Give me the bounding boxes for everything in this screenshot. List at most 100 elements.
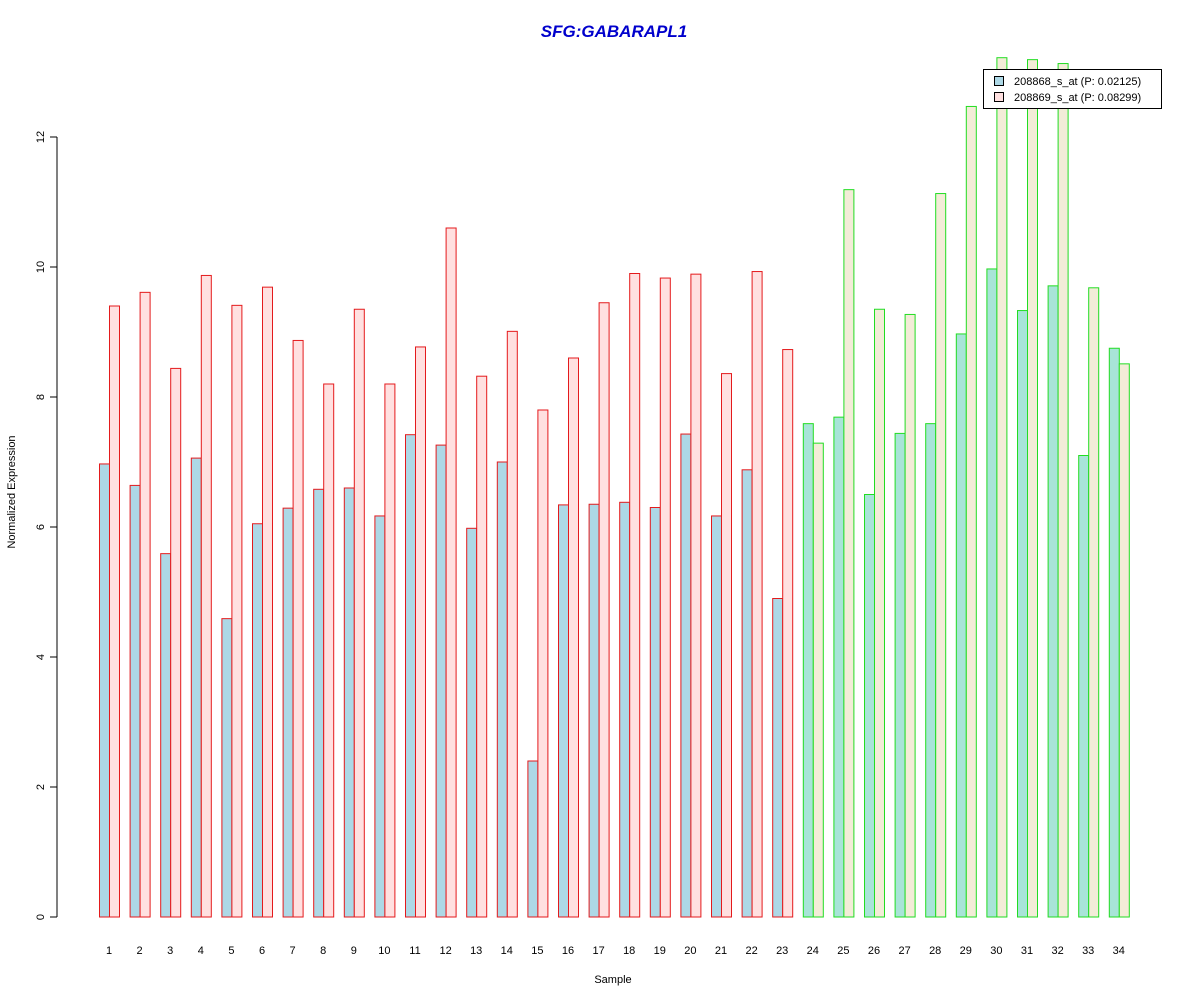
bar-series2-sample-1	[109, 305, 120, 918]
legend-swatch-2	[994, 92, 1004, 102]
bar-series1-sample-4	[190, 457, 202, 918]
x-axis-tick-labels: 1 2 3 4 5 6 7 8 9 10 11 12 13 14 15 16 17 18 19 20 21 22 23 24 2…	[106, 945, 1125, 957]
x-tick-label: 2	[137, 945, 143, 957]
x-tick-label: 32	[1051, 945, 1063, 957]
legend-entry-1: 208868_s_at (P: 0.02125)	[1014, 76, 1141, 88]
bar-series2-sample-10	[384, 383, 396, 918]
x-tick-label: 7	[290, 945, 296, 957]
x-tick-label: 29	[960, 945, 972, 957]
bar-series2-sample-24	[812, 442, 824, 918]
bar-series1-sample-27	[894, 432, 906, 918]
x-tick-label: 15	[531, 945, 543, 957]
x-tick-label: 19	[654, 945, 666, 957]
bar-series2-sample-22	[751, 271, 763, 918]
legend-box	[983, 69, 1162, 109]
y-tick-label: 6	[35, 524, 47, 530]
bar-series2-sample-12	[445, 227, 457, 918]
bar-series2-sample-25	[843, 189, 855, 918]
bar-series1-sample-22	[741, 469, 753, 918]
x-tick-label: 8	[320, 945, 326, 957]
bar-series1-sample-24	[802, 423, 814, 918]
x-tick-label: 25	[837, 945, 849, 957]
x-tick-label: 34	[1113, 945, 1125, 957]
bar-series2-sample-8	[323, 383, 335, 918]
bar-series1-sample-33	[1078, 455, 1090, 918]
y-tick-label: 10	[35, 261, 47, 273]
x-tick-label: 9	[351, 945, 357, 957]
bar-series2-sample-9	[353, 308, 365, 918]
x-tick-label: 17	[592, 945, 604, 957]
x-tick-label: 4	[198, 945, 204, 957]
x-tick-label: 30	[990, 945, 1002, 957]
bar-series2-sample-6	[262, 286, 273, 918]
bar-series1-sample-18	[619, 501, 631, 918]
x-tick-label: 11	[409, 945, 420, 957]
x-tick-label: 33	[1082, 945, 1094, 957]
chart-title: SFG:GABARAPL1	[541, 22, 687, 41]
bar-series1-sample-25	[833, 416, 845, 918]
x-tick-label: 12	[439, 945, 451, 957]
bar-series1-sample-8	[313, 488, 325, 918]
bar-series2-sample-7	[292, 339, 304, 918]
bar-series1-sample-9	[343, 487, 355, 918]
x-tick-label: 10	[378, 945, 390, 957]
bar-series1-sample-2	[129, 484, 141, 918]
x-tick-label: 14	[501, 945, 513, 957]
bar-series2-sample-28	[935, 193, 947, 918]
bar-series1-sample-13	[466, 527, 478, 918]
bar-series2-sample-2	[139, 291, 151, 918]
x-tick-label: 28	[929, 945, 941, 957]
bar-series2-sample-17	[598, 302, 610, 918]
bar-series2-sample-14	[506, 330, 518, 918]
y-axis-label: Normalized Expression	[6, 435, 18, 548]
bar-series1-sample-1	[99, 463, 110, 918]
bar-series1-sample-31	[1017, 310, 1028, 918]
bar-series1-sample-28	[925, 423, 937, 918]
legend-entry-2: 208869_s_at (P: 0.08299)	[1014, 92, 1141, 104]
x-tick-label: 26	[868, 945, 880, 957]
x-tick-label: 3	[167, 945, 173, 957]
bar-series1-sample-10	[374, 515, 386, 918]
bar-series2-sample-15	[537, 409, 549, 918]
bar-series2-sample-3	[170, 367, 182, 918]
bar-series1-sample-23	[772, 598, 784, 918]
x-tick-label: 20	[684, 945, 696, 957]
legend-swatch-1	[994, 76, 1004, 86]
x-tick-label: 22	[745, 945, 757, 957]
bar-series1-sample-17	[588, 503, 600, 918]
bar-series1-sample-14	[496, 461, 508, 918]
bar-series1-sample-6	[252, 523, 263, 918]
legend: 208868_s_at (P: 0.02125) 208869_s_at (P: …	[983, 69, 1162, 109]
y-tick-label: 4	[35, 654, 47, 660]
bar-series1-sample-16	[558, 504, 569, 918]
bar-series2-sample-18	[629, 273, 641, 918]
x-axis-label: Sample	[594, 974, 631, 986]
bar-series2-sample-5	[231, 304, 243, 918]
bar-series1-sample-7	[282, 507, 294, 918]
bar-series2-sample-27	[904, 313, 916, 918]
y-tick-label: 12	[35, 131, 47, 143]
bar-series2-sample-21	[721, 373, 732, 918]
bar-series2-sample-19	[659, 277, 671, 918]
bar-series2-sample-23	[782, 349, 794, 918]
x-tick-label: 21	[715, 945, 727, 957]
bar-series2-sample-26	[874, 308, 885, 918]
bar-series2-sample-30	[996, 57, 1008, 918]
bar-series2-sample-32	[1057, 63, 1069, 918]
y-tick-label: 0	[35, 914, 47, 920]
bar-series2-sample-4	[200, 274, 212, 918]
bar-series1-sample-30	[986, 268, 998, 918]
x-tick-label: 5	[228, 945, 234, 957]
bar-series1-sample-12	[435, 444, 447, 918]
bar-series2-sample-20	[690, 273, 702, 918]
bar-series1-sample-15	[527, 760, 539, 918]
x-tick-label: 6	[259, 945, 265, 957]
bar-series1-sample-3	[160, 553, 172, 918]
x-tick-label: 18	[623, 945, 635, 957]
x-tick-label: 13	[470, 945, 482, 957]
bar-series2-sample-29	[965, 105, 977, 918]
bar-series2-sample-34	[1118, 363, 1130, 918]
bar-series1-sample-29	[955, 333, 967, 918]
bar-series1-sample-34	[1108, 347, 1120, 918]
